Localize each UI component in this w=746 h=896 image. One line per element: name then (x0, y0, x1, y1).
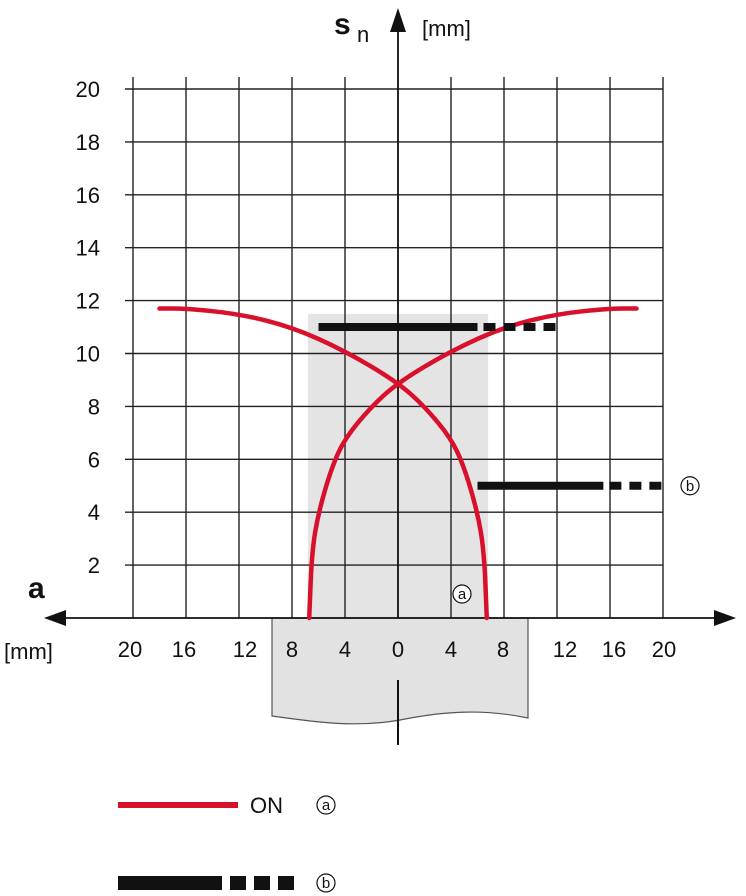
x-tick-label: 20 (652, 637, 676, 662)
series-1-curve (306, 306, 639, 621)
y-tick-label: 6 (88, 447, 100, 472)
x-tick-label: 12 (233, 637, 257, 662)
annotation-label: a (458, 586, 467, 603)
annotation-circle (680, 476, 700, 496)
y-axis-arrow (390, 8, 406, 32)
y-tick-label: 8 (88, 394, 100, 419)
x-tick-label: 4 (339, 637, 351, 662)
x-tick-label: 16 (602, 637, 626, 662)
y-tick-label: 12 (76, 289, 100, 314)
label-layer: 2 4 6 8 10 12 14 16 18 20 20 16 12 8 4 0 4 8 12 16 20 a [mm] s n… (4, 8, 700, 664)
annotation-label: b (686, 478, 694, 495)
legend-marker-b: b (322, 875, 330, 892)
annotation-circle (452, 584, 472, 604)
legend-marker-circle-a (316, 795, 336, 815)
x-tick-label: 20 (118, 637, 142, 662)
y-axis-subscript: n (357, 22, 369, 47)
y-axis-unit: [mm] (422, 16, 471, 41)
series-layer (157, 306, 663, 621)
y-tick-label: 18 (76, 130, 100, 155)
sensor-body (271, 617, 529, 725)
y-tick-label: 2 (88, 553, 100, 578)
x-axis-unit: [mm] (4, 639, 53, 664)
y-tick-label: 16 (76, 183, 100, 208)
sensor-layer (271, 617, 529, 745)
y-axis-name: s (334, 8, 351, 41)
axis-layer (44, 8, 736, 626)
x-tick-label: 12 (553, 637, 577, 662)
x-tick-label: 8 (497, 637, 509, 662)
x-tick-label: 8 (286, 637, 298, 662)
x-tick-label: 4 (445, 637, 457, 662)
y-tick-label: 10 (76, 342, 100, 367)
x-tick-label: 0 (392, 637, 404, 662)
x-axis-arrow-right (714, 610, 736, 626)
grid-layer (125, 77, 664, 618)
legend-label-on: ON (250, 793, 283, 818)
legend-marker-a: a (322, 797, 331, 814)
y-tick-label: 20 (76, 77, 100, 102)
y-tick-label: 4 (88, 500, 100, 525)
legend-marker-circle-b (316, 873, 336, 893)
x-axis-arrow-left (44, 610, 66, 626)
y-tick-label: 14 (76, 236, 100, 261)
x-axis-name: a (28, 572, 45, 605)
legend-layer: ON a b (118, 793, 336, 893)
x-tick-label: 16 (172, 637, 196, 662)
